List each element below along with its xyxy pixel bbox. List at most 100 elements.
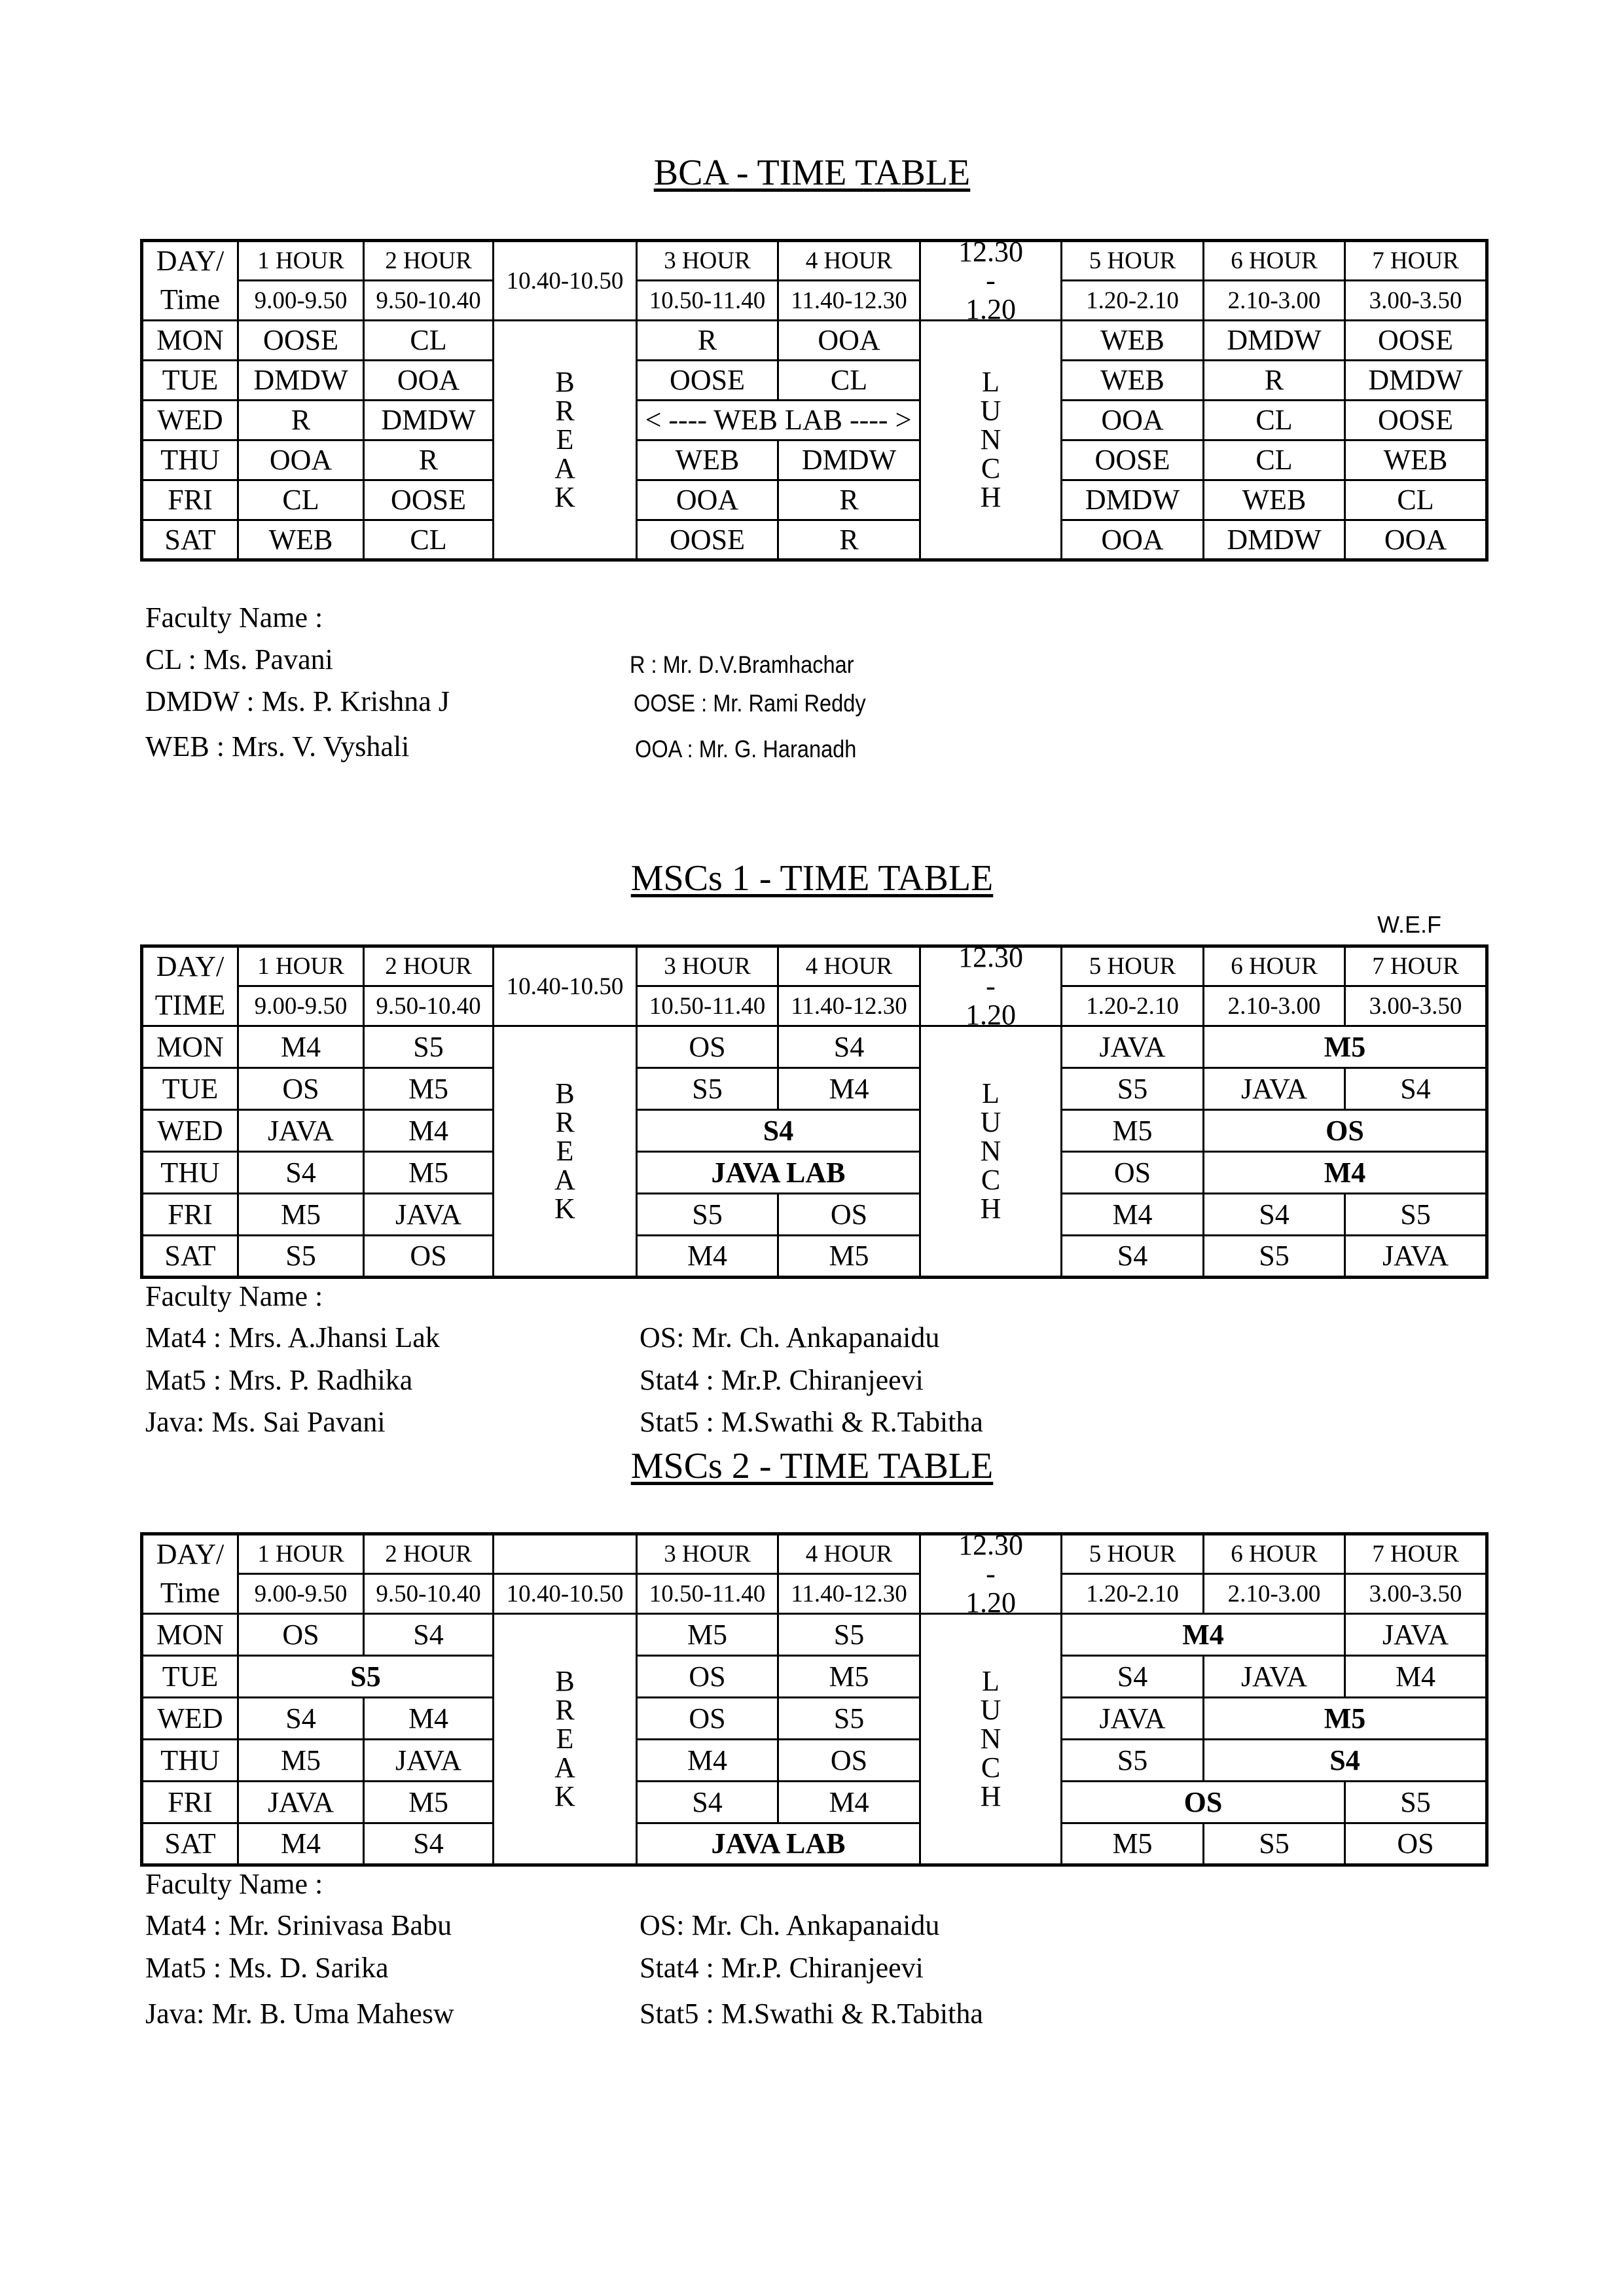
time-slot: 3.00-3.50 — [1344, 279, 1488, 321]
subject-cell: OS — [777, 1193, 921, 1236]
table-row: SAT S5 OS M4 M5 S4 S5 JAVA — [141, 1234, 1488, 1278]
break-letter: E — [556, 1135, 574, 1167]
hour-header: 5 HOUR — [1060, 1533, 1204, 1575]
day-cell: TUE — [141, 1067, 239, 1111]
subject-cell: OOA — [777, 319, 921, 361]
subject-cell: CL — [363, 319, 494, 361]
time-header: Time — [141, 1573, 239, 1615]
break-time-header: 10.40-10.50 — [492, 945, 638, 1027]
subject-cell: S5 — [1202, 1822, 1346, 1866]
lunch-time-header: 12.30-1.20 — [919, 240, 1062, 321]
lunch-time-text: 12.30 — [958, 242, 1023, 268]
lunch-letter: N — [980, 1135, 1001, 1167]
bca-title: BCA - TIME TABLE — [653, 152, 971, 193]
day-cell: WED — [141, 1696, 239, 1740]
break-letter: R — [555, 1694, 575, 1726]
msc1-faculty-os: OS: Mr. Ch. Ankapanaidu — [640, 1321, 940, 1354]
subject-cell: M4 — [237, 1822, 365, 1866]
table-row: MON OOSE CL B R E A K R OOA L U N C H WEB DMDW OOSE — [141, 319, 1488, 561]
table-row: SAT WEB CL OOSE R OOA DMDW OOA — [141, 519, 1488, 561]
hour-header: 6 HOUR — [1202, 945, 1346, 987]
break-letter: R — [555, 1106, 575, 1138]
time-slot: 10.50-11.40 — [636, 279, 779, 321]
subject-cell: S5 — [237, 1655, 494, 1698]
subject-cell: OOSE — [1344, 399, 1488, 441]
subject-cell: M4 — [1344, 1655, 1488, 1698]
subject-cell: S4 — [363, 1822, 494, 1866]
day-cell: TUE — [141, 359, 239, 401]
subject-cell: DMDW — [237, 359, 365, 401]
subject-cell: M4 — [363, 1696, 494, 1740]
subject-cell: JAVA — [363, 1738, 494, 1782]
bca-faculty-ooa: OOA : Mr. G. Haranadh — [635, 736, 857, 762]
subject-cell: S5 — [777, 1696, 921, 1740]
subject-cell: JAVA — [1344, 1234, 1488, 1278]
break-time-header: 10.40-10.50 — [492, 1573, 638, 1615]
bca-faculty-cl: CL : Ms. Pavani — [145, 643, 333, 675]
msc1-faculty-stat4: Stat4 : Mr.P. Chiranjeevi — [640, 1364, 924, 1396]
subject-cell: DMDW — [1344, 359, 1488, 401]
subject-cell: JAVA — [237, 1780, 365, 1824]
bca-faculty-r: R : Mr. D.V.Bramhachar — [630, 647, 924, 680]
lunch-time-text: 1.20 — [965, 999, 1016, 1025]
subject-cell: JAVA — [1060, 1696, 1204, 1740]
lunch-time-text: - — [986, 970, 996, 1002]
lunch-letter: L — [982, 1665, 1000, 1697]
time-slot: 2.10-3.00 — [1202, 279, 1346, 321]
subject-cell: OOSE — [1344, 319, 1488, 361]
subject-cell: DMDW — [777, 439, 921, 481]
subject-cell: R — [1202, 359, 1346, 401]
subject-cell: OS — [237, 1067, 365, 1111]
break-letter: E — [556, 1723, 574, 1755]
break-letter: A — [554, 452, 575, 484]
msc1-timetable: DAY/1 HOUR 2 HOUR 10.40-10.50 3 HOUR 4 HOUR 1… — [140, 944, 1489, 1279]
subject-cell: M5 — [363, 1151, 494, 1194]
lunch-letter: C — [981, 452, 1001, 484]
day-cell: MON — [141, 319, 239, 361]
lunch-letter: H — [980, 481, 1001, 513]
time-slot: 9.00-9.50 — [237, 279, 365, 321]
subject-cell: OS — [237, 1613, 365, 1657]
lunch-letter: N — [980, 1723, 1001, 1755]
subject-cell: M4 — [1060, 1613, 1346, 1657]
lunch-time-header: 12.30-1.20 — [919, 945, 1062, 1027]
msc1-faculty-mat5: Mat5 : Mrs. P. Radhika — [145, 1364, 413, 1396]
hour-header: 5 HOUR — [1060, 945, 1204, 987]
time-slot: 10.50-11.40 — [636, 1573, 779, 1615]
day-cell: FRI — [141, 479, 239, 521]
time-slot: 3.00-3.50 — [1344, 1573, 1488, 1615]
subject-cell: OS — [636, 1025, 779, 1069]
subject-cell: S5 — [1202, 1234, 1346, 1278]
bca-faculty-heading: Faculty Name : — [145, 601, 323, 634]
time-slot: 10.50-11.40 — [636, 985, 779, 1027]
subject-cell: < ---- WEB LAB ---- > — [636, 399, 921, 441]
subject-cell: CL — [363, 519, 494, 561]
subject-cell: JAVA — [1344, 1613, 1488, 1657]
bca-faculty-dmdw: DMDW : Ms. P. Krishna J — [145, 685, 450, 717]
subject-cell: S4 — [363, 1613, 494, 1657]
lunch-letter: L — [982, 366, 1000, 398]
break-letter: A — [554, 1751, 575, 1784]
break-letter: R — [555, 395, 575, 427]
subject-cell: S4 — [1344, 1067, 1488, 1111]
day-cell: SAT — [141, 1822, 239, 1866]
subject-cell: M5 — [1060, 1822, 1204, 1866]
break-letter: E — [556, 423, 574, 456]
lunch-letter: N — [980, 423, 1001, 456]
time-slot: 2.10-3.00 — [1202, 1573, 1346, 1615]
subject-cell: S4 — [1060, 1234, 1204, 1278]
subject-cell: OOA — [1060, 399, 1204, 441]
subject-cell: WEB — [1344, 439, 1488, 481]
subject-cell: JAVA — [237, 1109, 365, 1153]
subject-cell: OOSE — [363, 479, 494, 521]
table-row: WED JAVA M4 S4 M5 OS — [141, 1109, 1488, 1153]
bca-timetable: DAY/1 HOUR 2 HOUR 10.40-10.50 3 HOUR 4 HOUR 1… — [140, 239, 1489, 562]
break-letter: K — [554, 1193, 575, 1225]
table-row: MON M4 S5 B R E A K OS S4 L U N C H JAVA M5 — [141, 1025, 1488, 1278]
subject-cell: OS — [636, 1655, 779, 1698]
break-letter: K — [554, 481, 575, 513]
subject-cell: S4 — [636, 1780, 779, 1824]
subject-cell: S4 — [1060, 1655, 1204, 1698]
